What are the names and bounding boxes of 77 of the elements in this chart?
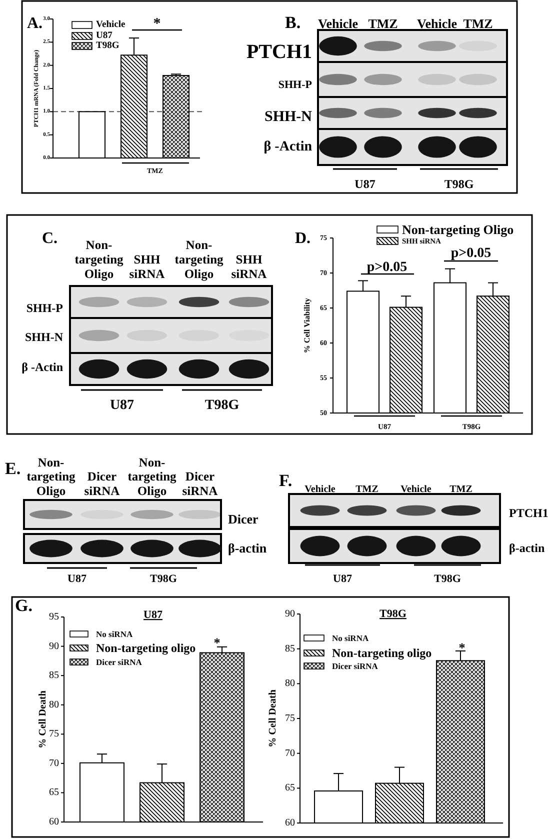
text: PTCH1 [509, 506, 548, 520]
category-label: Non-targeting Oligo [26, 455, 76, 498]
legend-label: Non-targeting oligo [96, 641, 196, 655]
annotation: p>0.05 [366, 260, 408, 275]
text: U87 [68, 573, 87, 585]
text: SHH-P [26, 301, 63, 315]
legend-label: Non-targeting oligo [332, 646, 432, 660]
text: SHH-N [24, 330, 64, 344]
y-tick-label: 80 [285, 678, 295, 690]
legend-label: Non-targeting Oligo [402, 222, 514, 237]
text: E. [5, 459, 21, 478]
y-axis-title: % Cell Death [38, 690, 48, 748]
chart-title: U87 [144, 609, 163, 621]
legend-label: Dicer siRNA [96, 657, 143, 667]
category-label: TMZ [368, 16, 398, 31]
text: B. [285, 13, 301, 32]
y-axis-title: % Cell Death [268, 689, 278, 748]
category-label: Vehicle [318, 16, 358, 31]
text: T98G [204, 398, 240, 413]
category-label: TMZ [450, 484, 473, 495]
y-tick-label: 90 [285, 608, 295, 620]
text: T98G [444, 177, 474, 191]
y-tick-label: 95 [49, 612, 59, 622]
chart-title: T98G [380, 608, 407, 620]
text: SHH-N [264, 109, 312, 125]
text: T98G [150, 573, 178, 585]
y-tick-label: 70 [49, 758, 59, 769]
annotation: p>0.05 [450, 246, 492, 261]
category-label: Non-targeting Oligo [74, 238, 124, 281]
category-label: Vehicle [400, 484, 432, 495]
category-label: SHH siRNA [129, 252, 165, 281]
y-tick-label: 65 [285, 782, 295, 794]
legend-label: U87 [96, 31, 113, 41]
legend-label: T98G [96, 41, 120, 51]
text: β -Actin [22, 360, 64, 374]
category-label: Vehicle [417, 16, 458, 31]
y-tick-label: 80 [49, 699, 59, 710]
y-tick-label: 65 [49, 787, 59, 798]
legend-label: Dicer siRNA [332, 661, 379, 671]
text: D. [295, 230, 311, 247]
text: β -Actin [264, 140, 312, 154]
text: U87 [110, 398, 134, 413]
text: SHH-P [278, 79, 312, 91]
y-tick-label: 85 [49, 670, 59, 682]
category-label: Vehicle [304, 484, 336, 495]
text: β-actin [509, 541, 545, 555]
category-label: Non-targeting Oligo [128, 455, 178, 498]
text: U87 [333, 573, 352, 585]
text: C. [42, 230, 58, 247]
text: β-actin [228, 540, 268, 556]
legend-label: No siRNA [96, 629, 134, 639]
y-axis-title: % Cell Viability [302, 298, 312, 354]
category-label: TMZ [356, 484, 379, 495]
y-tick-label: 70 [285, 748, 295, 759]
y-tick-label: 75 [49, 728, 59, 740]
text: PTCH1 [246, 41, 312, 63]
category-label: Dicer siRNA [84, 470, 120, 498]
legend-label: No siRNA [332, 633, 370, 643]
y-tick-label: 75 [285, 713, 295, 724]
y-tick-label: 85 [285, 643, 295, 654]
text: A. [27, 15, 43, 32]
text: U87 [354, 177, 376, 191]
category-label: TMZ [463, 16, 494, 31]
text: G. [15, 596, 32, 615]
text: Dicer [228, 512, 259, 526]
category-label: Dicer siRNA [182, 470, 218, 498]
category-label: Non-targeting Oligo [174, 238, 224, 281]
text: F. [279, 471, 292, 490]
annotation: * [153, 16, 161, 32]
annotation: * [458, 640, 466, 655]
y-tick-label: 90 [49, 640, 59, 652]
y-tick-label: 60 [285, 818, 295, 828]
y-tick-label: 60 [49, 816, 59, 828]
annotation: * [214, 635, 220, 650]
text: T98G [434, 573, 462, 585]
category-label: SHH siRNA [231, 252, 267, 281]
legend-label: Vehicle [96, 20, 126, 30]
